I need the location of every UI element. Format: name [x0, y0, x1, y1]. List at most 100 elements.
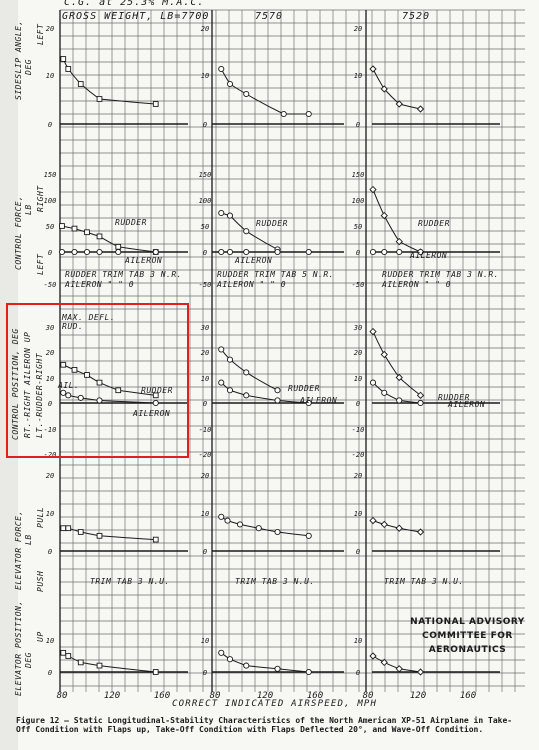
- data-point: [226, 80, 234, 88]
- figure-caption: Figure 12 — Static Longitudinal-Stabilit…: [16, 716, 513, 734]
- rudder-label-4: RUDDER: [141, 386, 173, 395]
- rudder-label-5: RUDDER: [288, 384, 320, 393]
- data-point: [84, 372, 90, 378]
- data-point: [243, 369, 250, 376]
- data-point: [305, 248, 312, 256]
- series-line: [220, 349, 278, 391]
- y-tick-label: 10: [46, 72, 54, 80]
- data-point: [96, 233, 103, 240]
- data-point: [380, 350, 388, 359]
- data-point: [65, 66, 72, 72]
- data-point: [381, 389, 388, 396]
- y-tick-label: 20: [354, 25, 362, 33]
- data-point: [60, 389, 67, 396]
- y-tick-label: 0: [48, 400, 52, 408]
- data-point: [274, 397, 281, 404]
- elev-trim-3: TRIM TAB 3 N.U.: [384, 577, 464, 586]
- series-line: [221, 212, 278, 250]
- data-point: [416, 528, 425, 536]
- data-point: [417, 399, 424, 407]
- y-tick-label: 10: [46, 375, 54, 383]
- data-point: [369, 185, 377, 194]
- data-point: [218, 65, 225, 73]
- y-tick-label: 0: [48, 548, 52, 556]
- data-point: [218, 248, 225, 256]
- y-tick-label: -20: [352, 451, 365, 459]
- data-point: [218, 379, 225, 386]
- data-point: [395, 524, 403, 532]
- data-point: [152, 399, 159, 407]
- series-line: [62, 58, 156, 105]
- data-point: [96, 532, 103, 539]
- y-tick-label: 30: [353, 324, 362, 332]
- trim-note-3b: AILERON " " 0: [382, 280, 452, 289]
- max-defl-label: MAX. DEFL.: [62, 313, 116, 322]
- y-tick-label: 0: [356, 400, 360, 408]
- data-point: [60, 525, 67, 532]
- y-tick-label: 0: [203, 548, 207, 556]
- data-point: [65, 653, 72, 659]
- data-point: [274, 248, 281, 256]
- y-tick-label: 10: [354, 72, 362, 80]
- data-point: [226, 356, 234, 363]
- data-point: [369, 379, 377, 386]
- y-tick-label: 100: [199, 197, 212, 205]
- data-point: [243, 248, 250, 256]
- series-line: [372, 331, 421, 396]
- y-tick-label: 10: [201, 72, 209, 80]
- data-point: [77, 81, 84, 87]
- data-point: [416, 391, 425, 399]
- data-point: [226, 656, 234, 663]
- data-point: [71, 248, 78, 256]
- y-tick-label: -20: [199, 451, 212, 459]
- series-line: [372, 189, 421, 253]
- y-tick-label: 100: [44, 197, 57, 205]
- data-point: [152, 536, 159, 543]
- data-point: [243, 228, 250, 235]
- data-point: [59, 223, 65, 229]
- y-tick-label: -10: [199, 426, 212, 434]
- elevator-position-unit: DEG: [24, 652, 33, 668]
- x-tick-label: 120: [257, 691, 273, 701]
- y-tick-label: 50: [46, 223, 54, 231]
- data-point: [115, 387, 122, 394]
- y-tick-label: 50: [354, 223, 362, 231]
- y-tick-label: 0: [203, 121, 207, 129]
- y-tick-label: 0: [48, 669, 52, 677]
- y-tick-label: 20: [201, 349, 209, 357]
- data-point: [77, 394, 84, 401]
- y-tick-label: 0: [356, 249, 360, 257]
- data-point: [395, 100, 403, 108]
- y-tick-label: -50: [44, 281, 57, 289]
- sideslip-direction: LEFT: [36, 23, 45, 45]
- y-tick-label: 10: [354, 510, 362, 518]
- trim-note-1b: AILERON " " 0: [65, 280, 135, 289]
- data-point: [96, 662, 103, 669]
- data-point: [395, 665, 403, 673]
- data-point: [395, 373, 403, 382]
- data-point: [84, 229, 90, 236]
- y-tick-label: 0: [203, 669, 207, 677]
- series-line: [372, 382, 421, 404]
- y-tick-label: 10: [201, 375, 209, 383]
- data-point: [243, 392, 250, 399]
- x-tick-label: 80: [210, 691, 221, 701]
- data-point: [77, 659, 84, 666]
- ail-label: AIL.: [58, 381, 80, 390]
- data-point: [152, 669, 159, 675]
- x-tick-label: 160: [460, 691, 476, 701]
- elevator-position-up: UP: [36, 631, 45, 642]
- scan-edge: [0, 0, 18, 750]
- x-axis-title: CORRECT INDICATED AIRSPEED, MPH: [172, 699, 378, 709]
- y-tick-label: 0: [203, 249, 207, 257]
- data-point: [226, 387, 234, 394]
- highlight-box: [6, 303, 189, 458]
- naca-line-1: NATIONAL ADVISORY: [410, 617, 525, 627]
- series-line: [220, 68, 309, 115]
- y-tick-label: -50: [352, 281, 365, 289]
- data-point: [152, 392, 159, 399]
- y-tick-label: -50: [199, 281, 212, 289]
- control-force-left: LEFT: [36, 253, 45, 275]
- data-point: [60, 56, 67, 62]
- data-point: [58, 248, 66, 256]
